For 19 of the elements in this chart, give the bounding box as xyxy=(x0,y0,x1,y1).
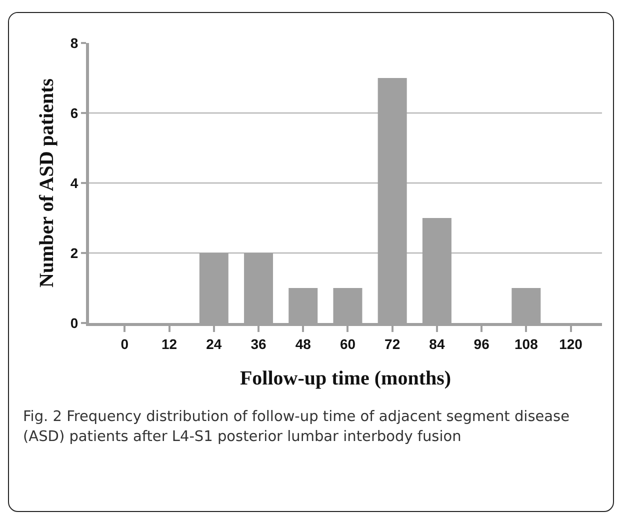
y-tick-label: 4 xyxy=(70,174,78,191)
x-tick-label: 60 xyxy=(340,336,356,352)
x-tick-label: 36 xyxy=(250,336,267,352)
x-tick-label: 48 xyxy=(295,336,312,352)
x-tick-label: 108 xyxy=(514,336,538,352)
y-tick-label: 2 xyxy=(70,244,78,261)
x-tick-label: 84 xyxy=(429,336,445,352)
x-axis-title: Follow-up time (months) xyxy=(240,367,452,390)
x-tick-label: 12 xyxy=(162,336,178,352)
x-tick-label: 24 xyxy=(206,336,222,352)
y-tick-label: 6 xyxy=(70,104,78,121)
x-tick-label: 72 xyxy=(384,336,400,352)
x-tick-label: 120 xyxy=(559,336,583,352)
y-tick-label: 0 xyxy=(70,314,78,331)
y-tick-label: 8 xyxy=(70,34,78,51)
x-tick-label: 96 xyxy=(474,336,490,352)
caption: Fig. 2 Frequency distribution of follow-up time of adjacent segment disease (ASD) patients after L4-S1 posterior lumbar interbody fusion xyxy=(23,408,571,447)
x-tick-label: 0 xyxy=(120,336,129,352)
y-axis-title: Number of ASD patients xyxy=(36,78,58,288)
